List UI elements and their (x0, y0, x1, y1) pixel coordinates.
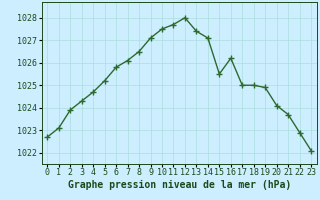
X-axis label: Graphe pression niveau de la mer (hPa): Graphe pression niveau de la mer (hPa) (68, 180, 291, 190)
